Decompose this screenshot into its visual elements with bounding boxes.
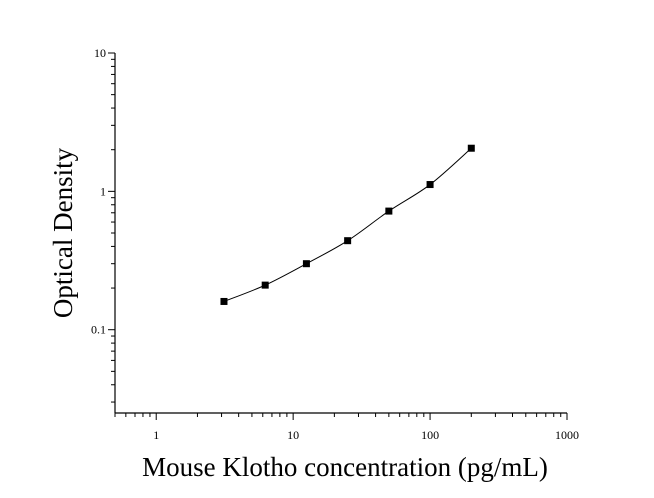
fit-curve-layer [223, 147, 472, 302]
fit-curve-line [223, 147, 472, 302]
y-tick-label: 1 [100, 184, 106, 198]
x-tick-label: 1 [153, 428, 159, 442]
y-tick-label: 0.1 [91, 323, 106, 337]
ticks: 1 10 100 1000 0.1 1 10 [91, 46, 579, 442]
data-point-marker [220, 297, 228, 305]
y-axis-title: Optical Density [48, 147, 78, 318]
data-point-marker [426, 181, 434, 189]
data-point-marker [261, 281, 269, 289]
data-points [220, 144, 475, 305]
axes [114, 53, 567, 414]
x-axis-title: Mouse Klotho concentration (pg/mL) [142, 452, 548, 482]
y-tick-label: 10 [94, 46, 106, 60]
data-point-marker [467, 144, 475, 152]
data-point-marker [302, 260, 310, 268]
x-tick-label: 1000 [555, 428, 579, 442]
x-tick-label: 100 [421, 428, 439, 442]
data-point-marker [385, 207, 393, 215]
x-tick-label: 10 [287, 428, 299, 442]
data-point-marker [344, 237, 352, 245]
